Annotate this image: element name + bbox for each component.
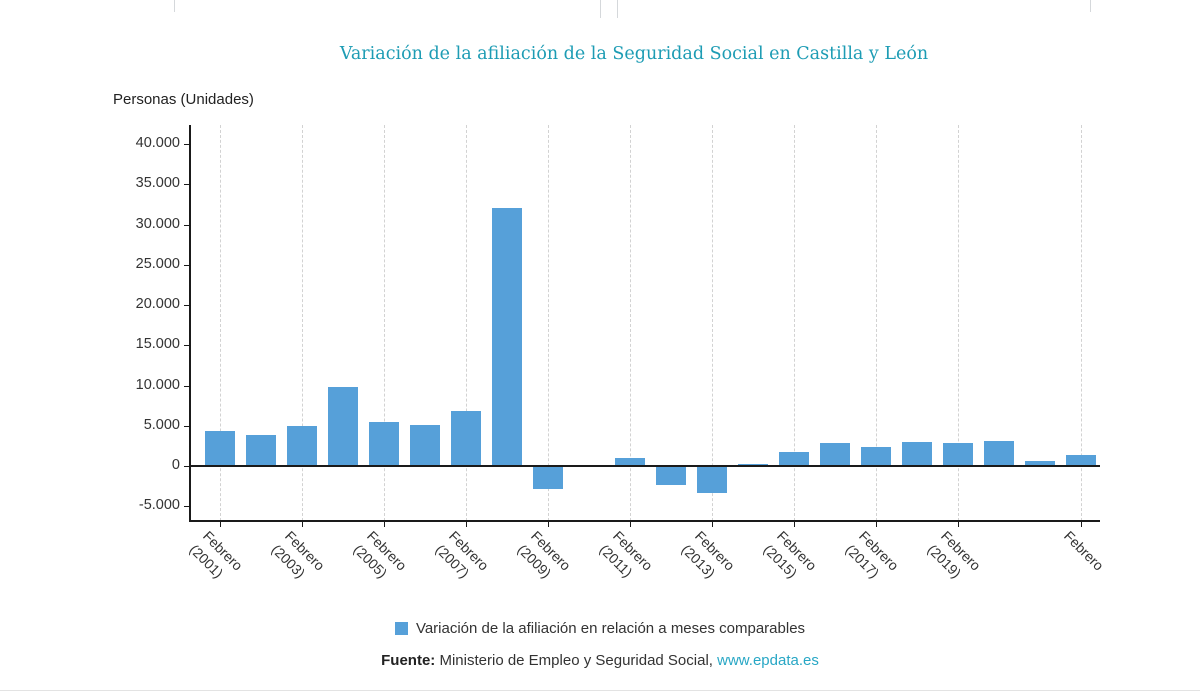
vertical-gridline	[876, 125, 877, 521]
vertical-gridline	[630, 125, 631, 521]
y-axis-tick	[184, 466, 190, 467]
x-axis-tick	[876, 521, 877, 527]
decorative-line	[174, 0, 175, 12]
legend-item[interactable]: Variación de la afiliación en relación a…	[394, 620, 806, 637]
y-axis-tick	[184, 144, 190, 145]
vertical-gridline	[1081, 125, 1082, 521]
y-axis-units-label: Personas (Unidades)	[113, 91, 254, 108]
y-axis-tick-label: 15.000	[135, 336, 180, 353]
x-axis-tick	[302, 521, 303, 527]
y-axis-tick-label: 0	[171, 457, 180, 473]
x-axis-tick	[548, 521, 549, 527]
legend: Variación de la afiliación en relación a…	[0, 620, 1200, 637]
y-axis-tick-label: 40.000	[135, 135, 180, 151]
x-axis-tick-label: Febrero (2019)	[924, 527, 984, 582]
y-axis-tick-label: 20.000	[135, 296, 180, 312]
y-axis-tick-label: 25.000	[135, 255, 180, 272]
x-axis-tick	[630, 521, 631, 527]
bar-febrero-2022[interactable]	[1066, 454, 1096, 466]
bar-febrero-2013[interactable]	[697, 467, 727, 493]
bar-febrero-2014[interactable]	[738, 463, 768, 466]
x-axis-tick-label: Febrero (2001)	[186, 527, 246, 582]
y-axis-line	[189, 125, 191, 521]
x-axis-tick	[1081, 521, 1082, 527]
x-axis-tick-label: Febrero (2015)	[760, 527, 820, 582]
decorative-line	[1090, 0, 1091, 12]
vertical-gridline	[794, 125, 795, 521]
y-axis-tick-label: 5.000	[143, 416, 180, 433]
zero-baseline	[190, 465, 1100, 467]
x-axis-line	[189, 520, 1100, 522]
vertical-gridline	[548, 125, 549, 521]
bar-febrero-2012[interactable]	[656, 467, 686, 485]
x-axis-tick	[220, 521, 221, 527]
y-axis-tick-label: 10.000	[135, 376, 180, 393]
bar-febrero-2020[interactable]	[984, 441, 1014, 466]
vertical-gridline	[302, 125, 303, 521]
bar-febrero-2006[interactable]	[410, 424, 440, 466]
x-axis-tick-label: Febrero (2009)	[514, 527, 574, 582]
source-text: Ministerio de Empleo y Seguridad Social,	[435, 652, 718, 669]
y-axis-tick	[184, 264, 190, 266]
x-axis-tick-label: Febrero	[1060, 527, 1107, 574]
vertical-gridline	[466, 125, 467, 521]
decorative-line	[617, 0, 618, 18]
y-axis-tick	[184, 345, 190, 347]
y-axis-tick-label: 35.000	[135, 175, 180, 192]
x-axis-tick	[794, 521, 795, 527]
y-axis-tick	[184, 305, 190, 306]
bar-febrero-2009[interactable]	[533, 467, 563, 489]
x-axis-tick-label: Febrero (2005)	[350, 527, 410, 582]
x-axis-tick	[712, 521, 713, 527]
bar-febrero-2003[interactable]	[287, 425, 317, 466]
bar-febrero-2002[interactable]	[246, 434, 276, 466]
y-axis-tick-label: 30.000	[135, 215, 180, 232]
x-axis-tick-label: Febrero (2003)	[268, 527, 328, 582]
x-axis-tick	[958, 521, 959, 527]
bar-febrero-2016[interactable]	[820, 442, 850, 466]
x-axis-tick-label: Febrero (2017)	[842, 527, 902, 582]
bar-febrero-2018[interactable]	[902, 441, 932, 466]
vertical-gridline	[958, 125, 959, 521]
x-axis-tick	[466, 521, 467, 527]
vertical-gridline	[384, 125, 385, 521]
bar-febrero-2019[interactable]	[943, 443, 973, 466]
vertical-gridline	[712, 125, 713, 521]
y-axis-tick	[184, 425, 190, 427]
bar-febrero-2017[interactable]	[861, 446, 891, 466]
bar-febrero-2005[interactable]	[369, 421, 399, 466]
bar-febrero-2007[interactable]	[451, 411, 481, 466]
bar-febrero-2011[interactable]	[615, 457, 645, 466]
bottom-divider	[0, 690, 1200, 691]
y-axis-tick	[184, 184, 190, 186]
chart-title: Variación de la afiliación de la Segurid…	[339, 44, 929, 64]
x-axis-tick-label: Febrero (2007)	[432, 527, 492, 582]
y-axis-tick-label: -5.000	[138, 497, 180, 514]
y-axis-tick	[184, 506, 190, 508]
bar-febrero-2004[interactable]	[328, 387, 358, 466]
source-link[interactable]: www.epdata.es	[717, 652, 819, 669]
vertical-gridline	[220, 125, 221, 521]
source-line: Fuente: Ministerio de Empleo y Seguridad…	[0, 652, 1200, 669]
y-axis-tick	[184, 385, 190, 387]
legend-label: Variación de la afiliación en relación a…	[415, 620, 806, 637]
x-axis-tick-label: Febrero (2011)	[596, 527, 656, 581]
x-axis-tick	[384, 521, 385, 527]
bar-febrero-2021[interactable]	[1025, 461, 1055, 466]
decorative-line	[600, 0, 601, 18]
legend-marker	[394, 622, 408, 635]
bar-febrero-2008[interactable]	[492, 208, 522, 466]
y-axis-tick	[184, 224, 190, 226]
bar-febrero-2015[interactable]	[779, 452, 809, 466]
source-prefix: Fuente:	[381, 652, 436, 669]
x-axis-tick-label: Febrero (2013)	[678, 527, 738, 582]
bar-febrero-2001[interactable]	[205, 430, 235, 466]
